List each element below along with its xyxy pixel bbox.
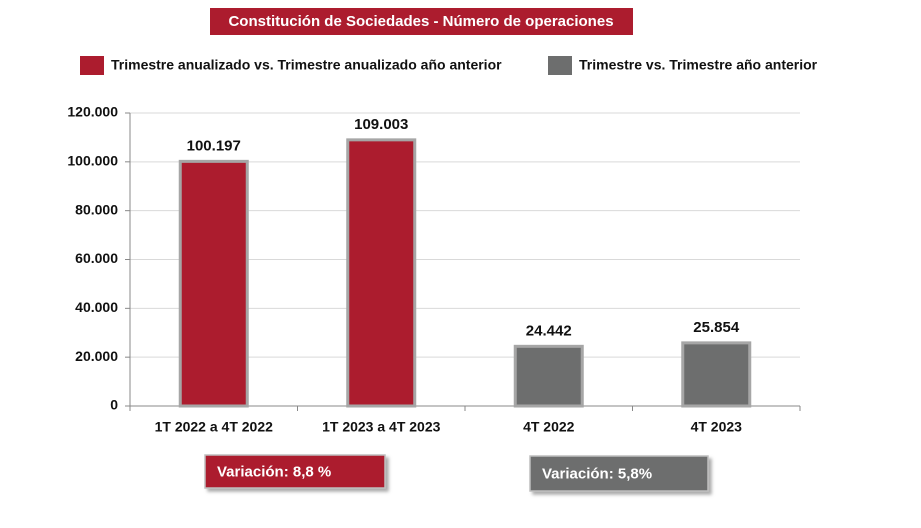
value-label: 24.442 [526, 322, 572, 339]
y-tick-label: 100.000 [67, 153, 118, 169]
legend-swatch [80, 56, 104, 75]
bar [513, 344, 584, 408]
legend-label: Trimestre vs. Trimestre año anterior [579, 57, 818, 73]
value-label: 100.197 [187, 137, 241, 154]
annotation-box [204, 454, 386, 489]
annotation-text: Variación: 8,8 % [217, 463, 331, 480]
legend-label: Trimestre anualizado vs. Trimestre anual… [111, 57, 502, 73]
y-tick-label: 80.000 [75, 201, 118, 217]
y-tick-label: 40.000 [75, 299, 118, 315]
bar [346, 138, 417, 408]
x-tick-label: 1T 2023 a 4T 2023 [322, 419, 441, 435]
legend-swatch [548, 56, 572, 75]
value-label: 25.854 [693, 319, 740, 336]
annotation-text: Variación: 5,8% [542, 465, 652, 482]
x-tick-label: 1T 2022 a 4T 2022 [155, 419, 274, 435]
chart-title: Constitución de Sociedades - Número de o… [228, 13, 613, 30]
x-tick-label: 4T 2022 [523, 419, 575, 435]
y-tick-label: 120.000 [67, 104, 118, 120]
annotation-box [529, 455, 709, 492]
y-tick-label: 20.000 [75, 348, 118, 364]
value-label: 109.003 [354, 116, 408, 133]
y-tick-label: 0 [110, 397, 118, 413]
title-box [210, 8, 633, 35]
bar [178, 159, 249, 408]
y-tick-label: 60.000 [75, 250, 118, 266]
x-tick-label: 4T 2023 [691, 419, 743, 435]
bar [681, 341, 752, 408]
